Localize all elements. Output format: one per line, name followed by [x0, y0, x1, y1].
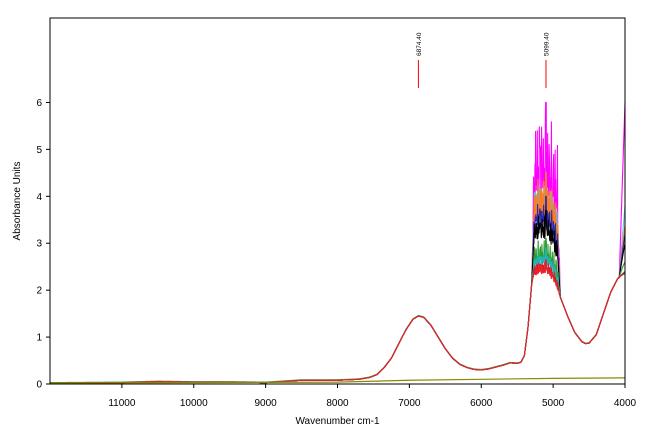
x-tick-label: 10000	[180, 398, 208, 409]
x-tick-label: 4000	[614, 398, 637, 409]
peak-label: 5099.40	[543, 32, 550, 56]
series-layer	[49, 101, 626, 384]
y-tick-label: 3	[36, 239, 42, 250]
y-tick-label: 2	[36, 286, 42, 297]
x-tick-label: 8000	[326, 398, 349, 409]
x-tick-label: 5000	[542, 398, 565, 409]
y-tick-label: 6	[36, 98, 42, 109]
x-tick-label: 6000	[470, 398, 493, 409]
peak-label: 6874.40	[416, 32, 423, 56]
y-axis: 0 1 2 3 4 5 6	[36, 98, 50, 391]
peak-annotations: 6874.40 5099.40	[416, 32, 550, 88]
baseline-series-line	[49, 377, 626, 384]
y-axis-title: Absorbance Units	[12, 162, 23, 241]
spectrum-series-line	[49, 172, 626, 384]
spectrum-series-line	[49, 259, 626, 384]
y-tick-label: 4	[36, 192, 42, 203]
spectrum-series-line	[49, 261, 626, 384]
x-tick-label: 7000	[398, 398, 421, 409]
x-axis: 11000 10000 9000 8000 7000 6000 5000 4000	[108, 384, 637, 409]
y-tick-label: 1	[36, 333, 42, 344]
x-tick-label: 9000	[255, 398, 278, 409]
y-tick-label: 0	[36, 380, 42, 391]
x-axis-title: Wavenumber cm-1	[295, 416, 380, 427]
x-tick-label: 11000	[108, 398, 136, 409]
spectrum-series-line	[49, 209, 626, 384]
y-tick-label: 5	[36, 145, 42, 156]
